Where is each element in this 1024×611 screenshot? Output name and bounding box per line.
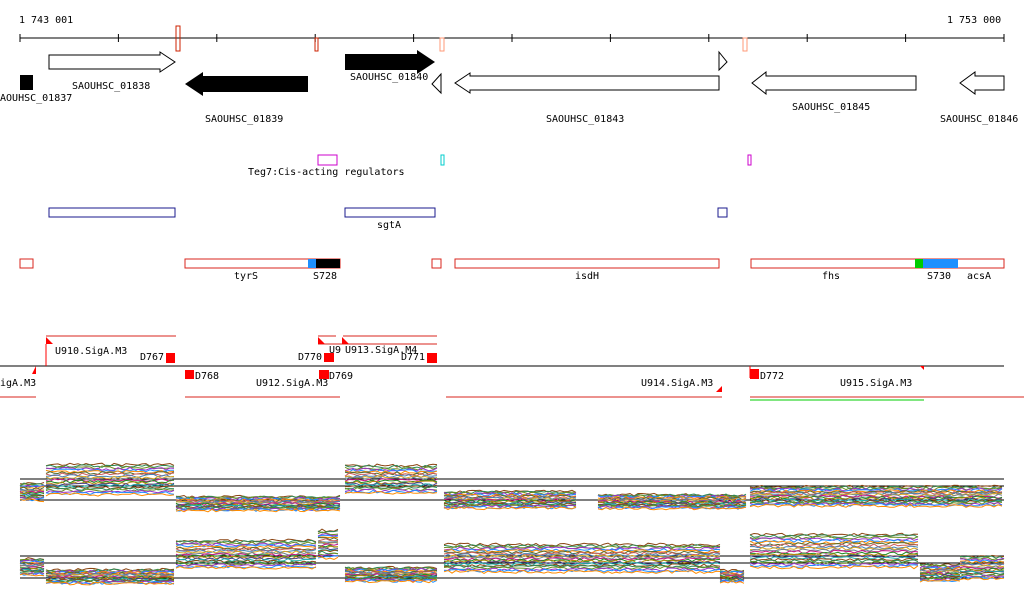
expression-lines xyxy=(19,528,1005,586)
expression-trace xyxy=(19,483,1003,509)
regulator-track: Teg7:Cis-acting regulators xyxy=(248,154,752,178)
gene-arrow-01843[interactable] xyxy=(454,72,720,94)
red-feature-label: tyrS xyxy=(234,271,258,282)
gene-arrow-01840[interactable] xyxy=(345,50,435,74)
expression-trace xyxy=(19,465,1003,501)
ruler-end-label: 1 753 000 xyxy=(947,15,1001,26)
expression-trace xyxy=(19,549,1005,583)
segment-black xyxy=(316,259,340,268)
gene-label: SAOUHSC_01840 xyxy=(350,72,428,83)
red-feature-fhs[interactable] xyxy=(750,258,1005,269)
red-feature-label: S728 xyxy=(313,271,337,282)
transcript-label: D770 xyxy=(298,352,322,363)
transcript-label: U912.SigA.M3 xyxy=(256,378,328,389)
promoter-marker[interactable] xyxy=(318,337,325,344)
transcript-label: U914.SigA.M3 xyxy=(641,378,713,389)
terminator-marker[interactable] xyxy=(324,353,334,362)
promoter-marker[interactable] xyxy=(32,366,36,374)
expression-trace xyxy=(19,474,1003,505)
transcript-label: SigA.M3 xyxy=(0,378,36,389)
terminator-marker[interactable] xyxy=(185,370,194,379)
promoter-marker[interactable] xyxy=(716,386,722,392)
promoter-marker[interactable] xyxy=(920,366,924,370)
gene-arrow-01839[interactable] xyxy=(185,72,308,96)
transcript-track: U910.SigA.M3 D767 D768 U912.SigA.M3 D770… xyxy=(0,335,1024,401)
transcript-label: D772 xyxy=(760,371,784,382)
segment-blue xyxy=(923,259,958,268)
blue-feature[interactable] xyxy=(48,207,176,218)
gene-label: SAOUHSC_01838 xyxy=(72,81,150,92)
blue-feature[interactable] xyxy=(717,207,728,218)
transcript-label: U915.SigA.M3 xyxy=(840,378,912,389)
gene-label: SAOUHSC_01839 xyxy=(205,114,283,125)
gene-label: SAOUHSC_01837 xyxy=(0,93,72,104)
gene-arrow-01838[interactable] xyxy=(48,51,176,73)
ruler-marker xyxy=(314,37,319,52)
transcript-label: U910.SigA.M3 xyxy=(55,346,127,357)
gene-label: SAOUHSC_01843 xyxy=(546,114,624,125)
red-feature-label: fhs xyxy=(822,271,840,282)
ruler-marker xyxy=(742,37,748,52)
expression-trace xyxy=(19,472,1003,504)
blue-feature-track: sgtA xyxy=(48,207,728,231)
blue-feature-label: sgtA xyxy=(377,220,401,231)
gene-label: SAOUHSC_01846 xyxy=(940,114,1018,125)
transcript-label: D771 xyxy=(401,352,425,363)
regulator-box[interactable] xyxy=(747,154,752,166)
red-feature-label: acsA xyxy=(967,271,991,282)
terminator-marker[interactable] xyxy=(427,353,437,363)
promoter-marker[interactable] xyxy=(342,337,349,344)
ruler-marker xyxy=(175,25,181,52)
regulator-box[interactable] xyxy=(440,154,445,166)
red-feature-label: isdH xyxy=(575,271,599,282)
transcript-label: D767 xyxy=(140,352,164,363)
transcript-label: D768 xyxy=(195,371,219,382)
gene-track: SAOUHSC_01837 SAOUHSC_01838 SAOUHSC_0183… xyxy=(0,50,1018,125)
gene-arrow-01843-head xyxy=(431,72,442,95)
expression-trace xyxy=(19,491,1003,513)
gene-arrow-01837[interactable] xyxy=(20,75,33,90)
transcript-label: D769 xyxy=(329,371,353,382)
red-feature[interactable] xyxy=(431,258,442,269)
gene-arrow-01846[interactable] xyxy=(959,71,1005,95)
red-feature-isdh[interactable] xyxy=(454,258,720,269)
red-feature-label: S730 xyxy=(927,271,951,282)
regulator-box[interactable] xyxy=(317,154,338,166)
segment-blue xyxy=(308,259,316,268)
terminator-marker[interactable] xyxy=(750,369,759,379)
expression-trace xyxy=(19,556,1005,586)
terminator-marker[interactable] xyxy=(166,353,175,363)
segment-green xyxy=(915,259,923,268)
expression-track-bottom xyxy=(19,528,1005,586)
expression-track-top xyxy=(19,462,1004,513)
transcript-label: U9 xyxy=(329,345,341,356)
expression-lines xyxy=(19,462,1003,513)
terminator-marker[interactable] xyxy=(319,370,329,379)
blue-feature-sgta[interactable] xyxy=(344,207,436,218)
ruler-start-label: 1 743 001 xyxy=(19,15,73,26)
gene-arrow-01843-tail xyxy=(718,50,728,72)
transcript-label: U913.SigA.M4 xyxy=(345,345,417,356)
red-feature[interactable] xyxy=(19,258,34,269)
gene-label: SAOUHSC_01845 xyxy=(792,102,870,113)
regulator-track-label: Teg7:Cis-acting regulators xyxy=(248,167,405,178)
gene-arrow-01845[interactable] xyxy=(751,70,917,96)
promoter-marker[interactable] xyxy=(46,337,53,344)
red-feature-track: tyrS S728 isdH fhs S730 acsA xyxy=(19,258,1005,282)
ruler-marker xyxy=(439,37,445,52)
position-ruler: 1 743 001 1 753 000 xyxy=(19,15,1005,52)
